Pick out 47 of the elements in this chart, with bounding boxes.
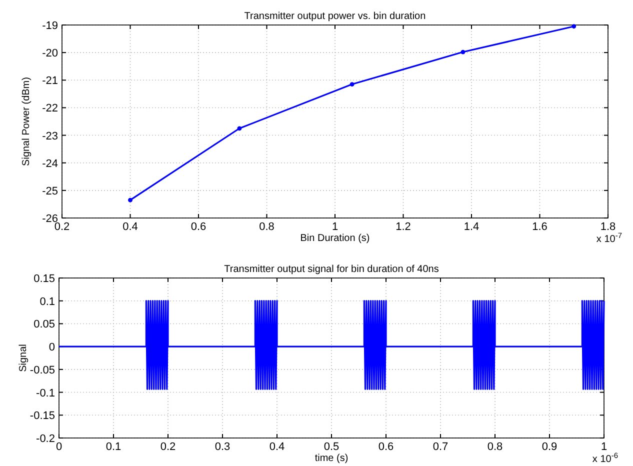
x-tick-label: 0.9 — [542, 441, 558, 453]
point — [237, 126, 242, 131]
y-tick-label: -19 — [42, 20, 58, 32]
x-tick-label: 0.7 — [432, 441, 448, 453]
x-tick-label: 0.2 — [160, 441, 176, 453]
y-tick-label: -22 — [42, 102, 58, 115]
point — [460, 50, 466, 54]
y-tick-label: 0.1 — [40, 296, 55, 308]
y-tick-label: -23 — [42, 130, 58, 142]
x-axis-title: time (s) — [314, 453, 348, 464]
x-tick-label: 0.3 — [214, 441, 230, 453]
x-axis-title: Bin Duration (s) — [300, 233, 370, 244]
y-axis-title: Signal — [18, 344, 29, 372]
x-tick-label: 0.2 — [54, 221, 70, 233]
y-tick-label: 0.15 — [34, 273, 55, 285]
y-tick-label: -0.2 — [36, 433, 55, 445]
y-tick-label: -20 — [42, 48, 58, 60]
x-tick-label: 0.6 — [378, 441, 394, 453]
text: x 10$^{-6}$ — [592, 450, 618, 465]
y-tick-label: 0 — [48, 342, 55, 354]
y-tick-label: -0.1 — [36, 387, 55, 400]
y-tick-label: -21 — [42, 75, 58, 88]
x-tick-label: 0.6 — [190, 221, 206, 233]
text: x 10$^{-7}$ — [596, 230, 622, 245]
y-axis-title: Signal Power (dBm) — [21, 77, 32, 166]
chart-title: Transmitter output power vs. bin duration — [244, 11, 426, 22]
x-tick-label: 1.4 — [464, 221, 480, 233]
x-tick-label: 1.6 — [532, 221, 548, 233]
point — [350, 82, 354, 86]
y-tick-label: -24 — [42, 158, 58, 170]
point — [572, 24, 576, 29]
x-tick-label: 0.5 — [324, 441, 340, 453]
y-tick-label: -0.05 — [30, 364, 55, 376]
x-tick-label: 0.8 — [487, 441, 503, 453]
point — [128, 198, 132, 202]
x-tick-label: 0.8 — [259, 221, 274, 233]
x-tick-label: 1.2 — [396, 221, 411, 233]
x-tick-label: 0.4 — [122, 221, 138, 233]
chart-title: Transmitter output signal for bin duration of 40ns — [224, 264, 439, 275]
y-tick-label: -0.15 — [30, 410, 55, 422]
y-tick-label: -25 — [42, 185, 58, 198]
x-tick-label: 1 — [600, 441, 608, 453]
x-tick-label: 1.8 — [600, 221, 616, 233]
x-tick-label: 0.1 — [106, 441, 122, 453]
x-tick-label: 0.4 — [269, 441, 285, 453]
x-tick-label: 1 — [332, 221, 338, 233]
y-tick-label: 0.05 — [34, 318, 55, 331]
